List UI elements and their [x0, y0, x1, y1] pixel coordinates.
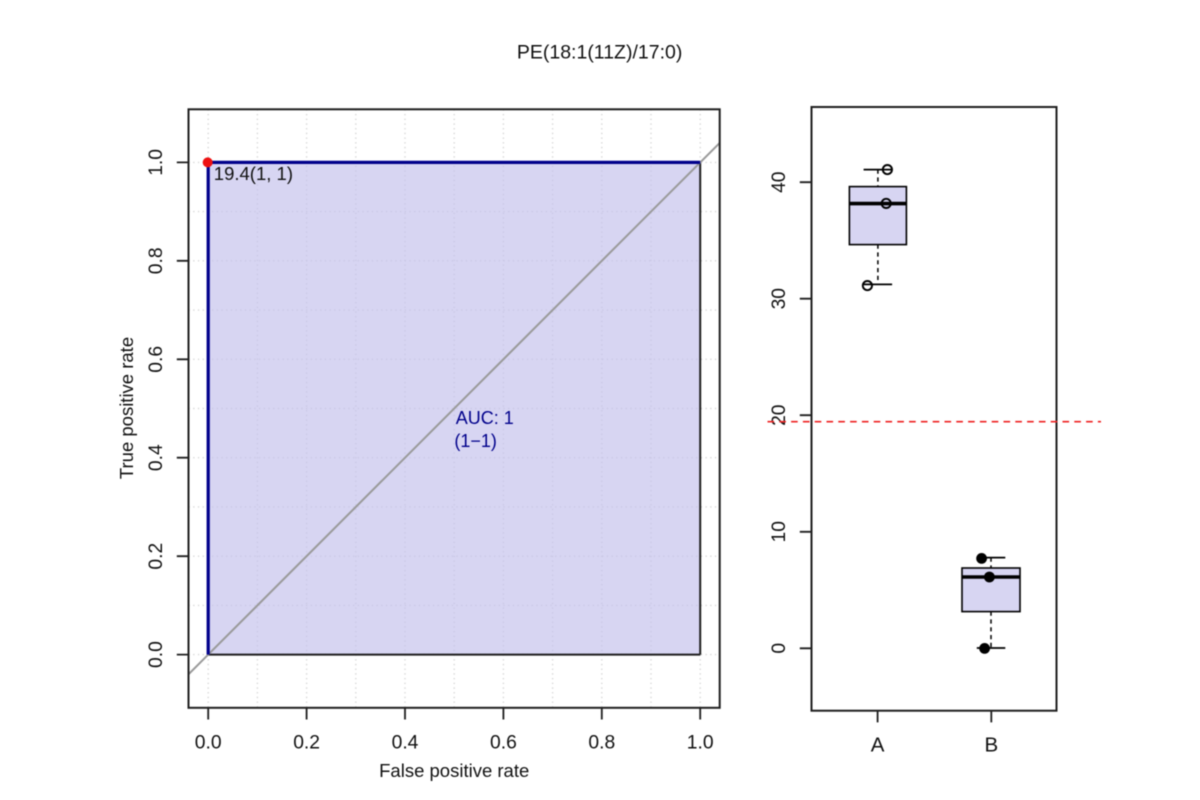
svg-text:0.8: 0.8 [146, 247, 167, 274]
svg-text:True positive rate: True positive rate [116, 337, 137, 479]
svg-text:(1−1): (1−1) [454, 431, 497, 451]
svg-text:AUC: 1: AUC: 1 [456, 408, 514, 428]
svg-text:0.4: 0.4 [146, 444, 167, 471]
svg-text:A: A [871, 734, 885, 757]
svg-text:10: 10 [769, 521, 790, 542]
svg-text:0.6: 0.6 [490, 733, 517, 754]
svg-text:40: 40 [769, 171, 790, 192]
svg-text:1.0: 1.0 [687, 733, 714, 754]
svg-text:0.8: 0.8 [588, 733, 615, 754]
svg-text:0.4: 0.4 [392, 733, 419, 754]
svg-text:0.0: 0.0 [146, 641, 167, 668]
svg-text:0.2: 0.2 [293, 733, 320, 754]
svg-text:19.4(1, 1): 19.4(1, 1) [214, 163, 293, 184]
svg-text:B: B [984, 734, 998, 757]
svg-text:0: 0 [769, 643, 790, 654]
svg-text:0.2: 0.2 [146, 543, 167, 570]
svg-text:1.0: 1.0 [146, 149, 167, 176]
svg-text:PE(18:1(11Z)/17:0): PE(18:1(11Z)/17:0) [517, 42, 682, 64]
svg-text:20: 20 [769, 404, 790, 425]
svg-text:False positive rate: False positive rate [379, 760, 529, 781]
svg-text:30: 30 [769, 288, 790, 309]
svg-text:0.6: 0.6 [146, 346, 167, 373]
svg-text:0.0: 0.0 [195, 733, 222, 754]
